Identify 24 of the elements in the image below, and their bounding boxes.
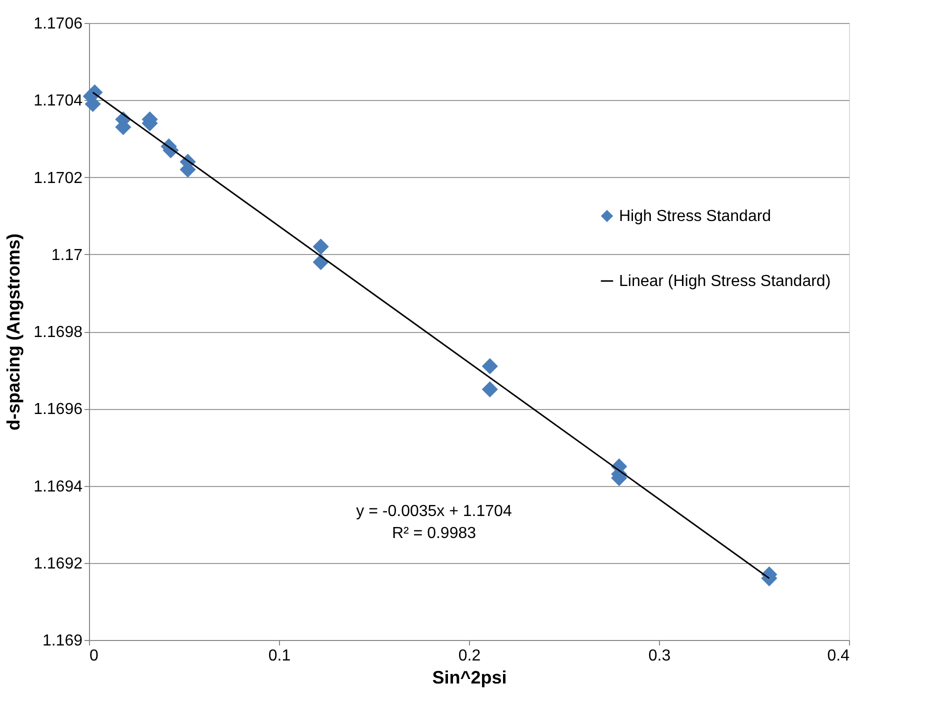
- y-tick-label: 1.1702: [34, 170, 83, 187]
- x-tick-label: 0.4: [827, 648, 850, 664]
- y-tick-label: 1.169: [42, 632, 83, 650]
- x-tick-label: 0: [90, 648, 98, 664]
- y-tick-label: 1.1706: [34, 16, 83, 32]
- y-tick-label: 1.17: [51, 246, 83, 264]
- x-tick-label: 0.3: [648, 648, 671, 664]
- legend-label: Linear (High Stress Standard): [619, 273, 831, 290]
- y-tick-label: 1.1704: [34, 92, 83, 110]
- y-tick-label: 1.1694: [34, 478, 83, 496]
- x-axis-title: Sin^2psi: [432, 668, 507, 688]
- y-tick-label: 1.1692: [34, 555, 83, 572]
- x-tick-label: 0.2: [458, 648, 481, 664]
- y-axis-title: d-spacing (Angstroms): [4, 233, 24, 431]
- point: [312, 238, 329, 255]
- annotation: y = -0.0035x + 1.1704: [356, 503, 512, 520]
- x-tick-label: 0.1: [268, 648, 291, 664]
- point: [482, 381, 498, 398]
- legend-label: High Stress Standard: [619, 208, 772, 225]
- point: [86, 84, 103, 100]
- annotation: R² = 0.9983: [392, 525, 476, 542]
- y-tick-label: 1.1698: [34, 324, 83, 341]
- point: [482, 358, 498, 374]
- y-tick-label: 1.1696: [34, 401, 83, 418]
